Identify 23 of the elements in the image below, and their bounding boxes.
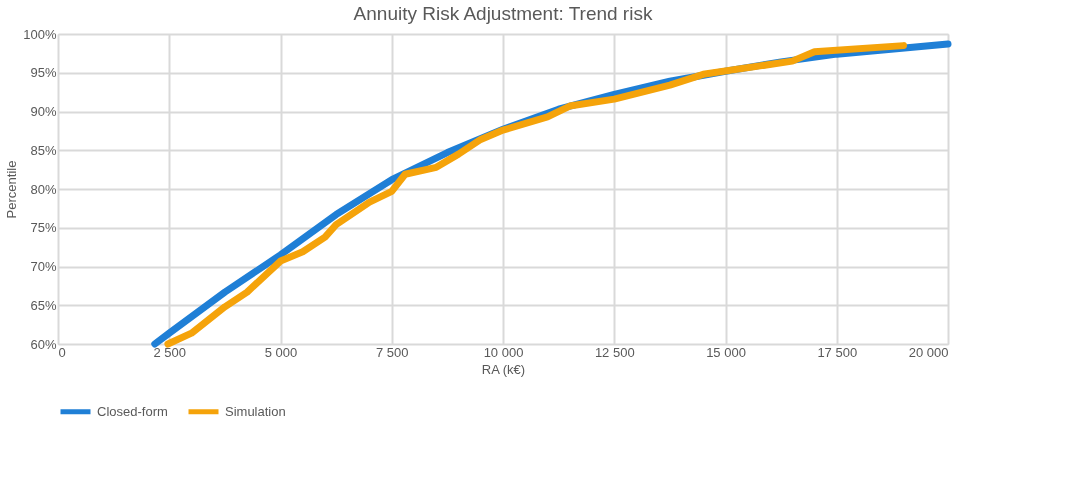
legend-label: Simulation [225, 403, 286, 419]
y-tick-label: 70% [30, 259, 57, 274]
x-tick-label: 12 500 [594, 344, 635, 360]
y-tick-label: 80% [30, 181, 57, 197]
x-tick-label: 15 000 [706, 344, 746, 360]
y-tick-label: 100% [23, 26, 57, 42]
x-tick-label: 2 500 [153, 344, 187, 360]
y-tick-label: 90% [30, 104, 57, 119]
x-axis-title: RA (k€) [481, 361, 526, 377]
x-tick-label: 5 000 [264, 344, 298, 360]
y-tick-label: 75% [30, 220, 57, 236]
x-tick-label: 0 [58, 344, 66, 360]
x-tick-label: 10 000 [483, 344, 524, 360]
y-tick-label: 65% [30, 297, 57, 313]
y-axis-title: Percentile [4, 160, 20, 219]
x-tick-label: 20 000 [908, 344, 949, 360]
legend-label: Closed-form [97, 403, 168, 419]
y-tick-label: 60% [30, 336, 57, 352]
y-tick-label: 95% [30, 65, 57, 81]
chart-title: Annuity Risk Adjustment: Trend risk [353, 3, 653, 24]
x-tick-label: 17 500 [817, 344, 858, 360]
x-tick-label: 7 500 [375, 344, 409, 360]
y-tick-label: 85% [30, 142, 57, 158]
